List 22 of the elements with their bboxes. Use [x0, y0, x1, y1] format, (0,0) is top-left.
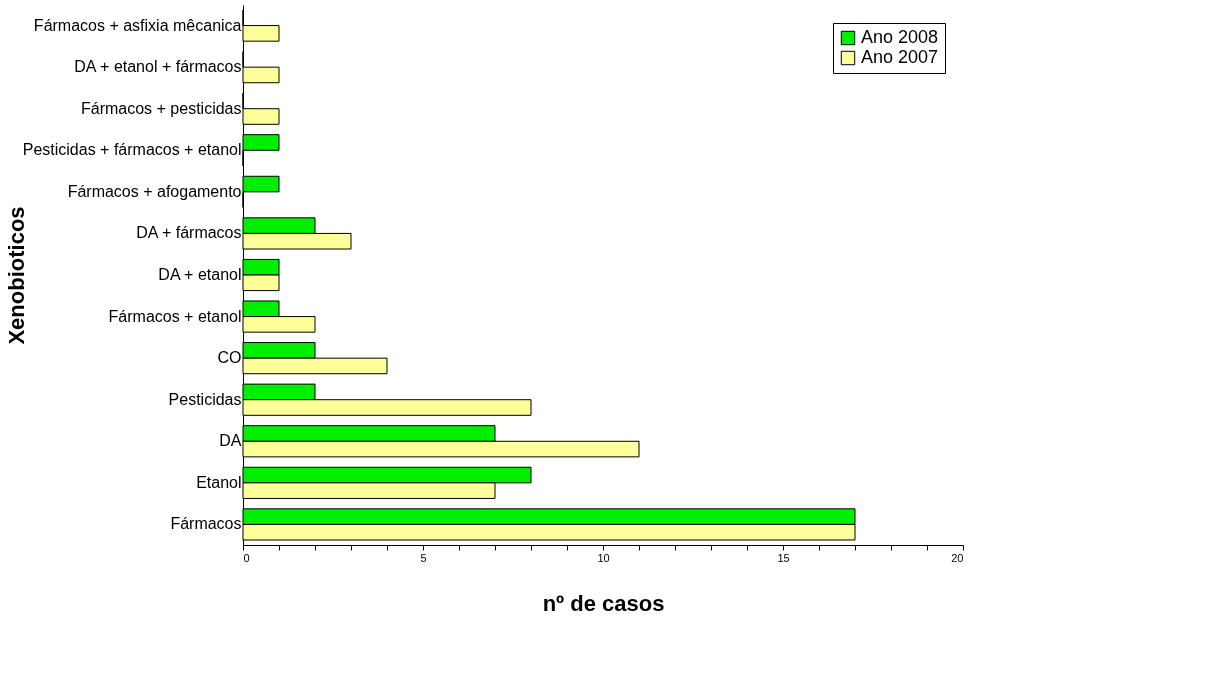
y-tick-label: Etanol: [196, 473, 242, 491]
legend-label: Ano 2008: [861, 27, 939, 47]
y-tick-label: DA + etanol + fármacos: [74, 58, 242, 76]
x-tick-label: 5: [420, 551, 427, 564]
x-tick-label: 0: [243, 551, 250, 564]
x-tick-label: 20: [951, 551, 964, 564]
x-tick-label: 10: [597, 551, 610, 564]
y-axis-title: Xenobioticos: [3, 206, 29, 345]
y-tick-label: DA: [219, 432, 242, 450]
y-tick-label: DA + etanol: [158, 266, 242, 283]
y-tick-label: Fármacos + pesticidas: [80, 99, 242, 117]
y-tick-label: Fármacos: [170, 515, 242, 533]
x-axis-title: nº de casos: [542, 590, 665, 616]
x-tick-label: 15: [777, 551, 790, 564]
y-tick-label: Fármacos + asfixia mêcanica: [33, 16, 242, 34]
y-tick-label: Fármacos + etanol: [108, 307, 242, 325]
y-tick-label: Pesticidas: [168, 390, 242, 408]
y-tick-label: CO: [217, 349, 242, 367]
y-tick-label: Pesticidas + fármacos + etanol: [22, 141, 242, 159]
y-tick-label: DA + fármacos: [136, 224, 242, 242]
legend-label: Ano 2007: [861, 47, 939, 67]
y-tick-label: Fármacos + afogamento: [67, 182, 242, 200]
